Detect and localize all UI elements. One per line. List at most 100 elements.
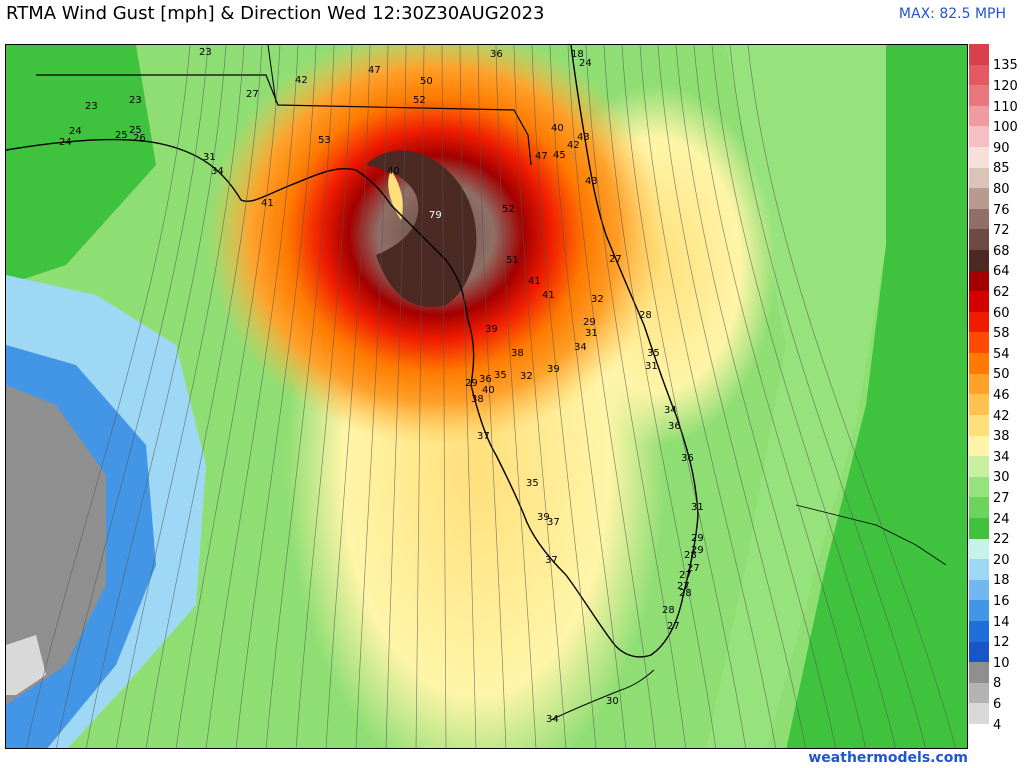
gust-value-label: 52 <box>413 95 426 106</box>
max-value-label: MAX: 82.5 MPH <box>898 6 1006 22</box>
map-title: RTMA Wind Gust [mph] & Direction Wed 12:… <box>6 3 545 24</box>
gust-value-label: 41 <box>261 198 274 209</box>
legend-swatch <box>969 167 989 189</box>
gust-value-label: 32 <box>520 371 533 382</box>
gust-value-label: 27 <box>687 563 700 574</box>
legend-label: 18 <box>993 573 1010 589</box>
legend-label: 46 <box>993 388 1010 403</box>
gust-value-label: 24 <box>69 126 82 137</box>
legend-label: 100 <box>993 120 1018 136</box>
legend-swatch <box>969 353 989 375</box>
gust-value-label: 29 <box>583 317 596 328</box>
streamline <box>441 45 447 748</box>
streamline <box>459 45 477 748</box>
gust-value-label: 37 <box>547 517 560 528</box>
legend-swatch <box>969 208 989 230</box>
legend-swatch <box>969 414 989 436</box>
streamline <box>325 45 371 748</box>
streamline <box>26 45 191 748</box>
wind-streamlines <box>26 45 956 748</box>
gust-value-label: 41 <box>528 276 541 287</box>
gust-value-label: 31 <box>585 328 598 339</box>
gust-value-label: 38 <box>471 394 484 405</box>
legend-label: 135 <box>993 58 1018 74</box>
gust-value-label: 45 <box>553 150 566 161</box>
legend-swatch <box>969 105 989 127</box>
legend-swatch <box>969 517 989 540</box>
legend-swatch <box>969 538 989 560</box>
green-zone-atlantic <box>706 45 886 748</box>
legend-swatch <box>969 332 989 354</box>
bahamas <box>795 504 947 566</box>
gust-value-label: 28 <box>679 588 692 599</box>
gust-value-label: 34 <box>664 405 677 416</box>
gust-value-label: 39 <box>547 364 560 375</box>
streamline <box>675 45 836 748</box>
gust-value-label: 38 <box>511 348 524 359</box>
gust-value-label: 36 <box>681 453 694 464</box>
legend-label: 16 <box>993 594 1010 610</box>
credit-label: weathermodels.com <box>808 750 968 766</box>
gust-value-label: 23 <box>85 101 98 112</box>
legend-label: 14 <box>993 614 1010 630</box>
gust-value-label: 52 <box>502 204 515 215</box>
gust-value-label: 42 <box>295 75 308 86</box>
gust-value-label: 40 <box>387 166 400 177</box>
gust-value-label: 30 <box>606 696 619 707</box>
streamline <box>56 45 209 748</box>
gust-value-label: 31 <box>691 502 704 513</box>
streamline <box>747 45 956 748</box>
gust-value-label: 27 <box>679 570 692 581</box>
gust-value-label: 39 <box>537 512 550 523</box>
gust-value-label: 32 <box>591 294 604 305</box>
wind-gust-map: 23 36 18 24 47 42 50 27 52 23 23 40 43 25 24 25 26 24 53 42… <box>5 44 968 749</box>
legend-label: 34 <box>993 449 1010 465</box>
streamline <box>477 45 507 748</box>
legend-label: 10 <box>993 655 1010 671</box>
gust-value-label: 36 <box>668 421 681 432</box>
legend-label: 54 <box>993 346 1010 362</box>
gust-value-label: 37 <box>477 431 490 442</box>
legend-swatch <box>969 497 989 519</box>
legend-swatch <box>969 64 989 86</box>
streamline <box>86 45 227 748</box>
legend-label: 80 <box>993 181 1010 197</box>
legend-swatch <box>969 126 989 148</box>
legend-swatch <box>969 147 989 169</box>
gust-value-label: 51 <box>506 255 519 266</box>
legend-swatch <box>969 559 989 581</box>
legend-swatch <box>969 456 989 478</box>
legend-label: 6 <box>993 697 1002 713</box>
gust-value-label: 43 <box>585 176 598 187</box>
streamline <box>603 45 717 748</box>
light-gray-zone <box>6 635 46 695</box>
gust-value-label: 23 <box>129 95 142 106</box>
green-zone-east <box>786 45 967 748</box>
legend-label: 76 <box>993 202 1010 218</box>
gust-value-label: 27 <box>677 581 690 592</box>
gust-value-label: 24 <box>579 58 592 69</box>
gust-value-label: 24 <box>59 137 72 148</box>
legend-label: 27 <box>993 491 1010 507</box>
legend-label: 4 <box>993 717 1002 733</box>
streamline <box>175 45 281 748</box>
legend-swatch <box>969 250 989 272</box>
legend-label: 64 <box>993 264 1010 280</box>
legend-swatch <box>969 291 989 313</box>
gust-value-label: 50 <box>420 76 433 87</box>
color-legend: 135 120 110 100 90 85 80 76 72 68 64 62 60 58 54 50 46 42… <box>969 44 1024 744</box>
gust-value-label: 27 <box>667 621 680 632</box>
gust-value-label: 36 <box>479 374 492 385</box>
eye <box>388 170 403 220</box>
gust-value-label: 43 <box>577 132 590 143</box>
coastline <box>6 45 699 658</box>
streamline <box>549 45 627 748</box>
streamline <box>585 45 687 748</box>
legend-label: 62 <box>993 284 1010 300</box>
legend-swatch <box>969 44 989 66</box>
legend-swatch <box>969 394 989 416</box>
legend-swatch <box>969 270 989 292</box>
gust-value-label: 18 <box>571 49 584 60</box>
